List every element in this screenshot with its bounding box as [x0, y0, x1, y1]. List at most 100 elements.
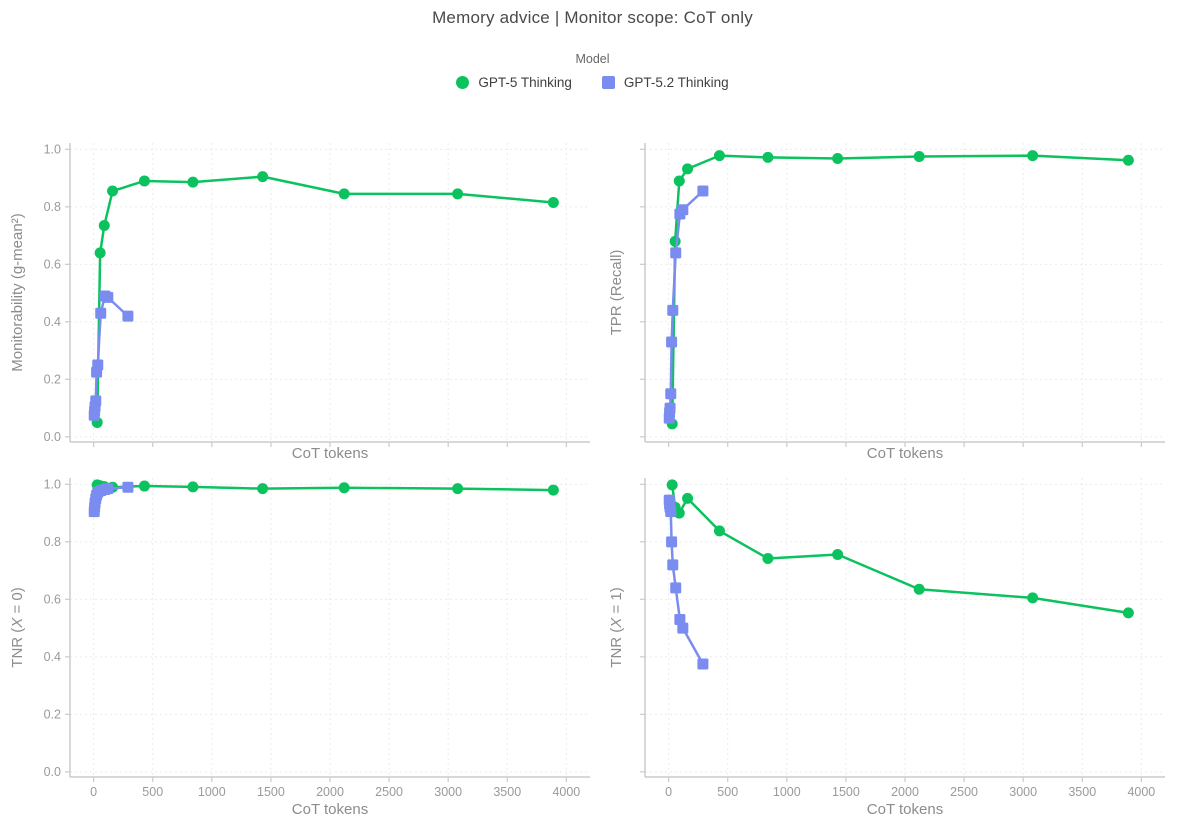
x-tick-label: 0 — [665, 785, 672, 799]
data-point — [98, 220, 110, 232]
data-point — [832, 153, 844, 165]
data-point — [667, 304, 679, 316]
y-tick-label: 0.0 — [44, 430, 61, 444]
series-line — [670, 154, 1130, 426]
data-point — [665, 388, 677, 400]
data-point — [682, 492, 694, 504]
legend-item-label: GPT-5 Thinking — [478, 75, 572, 90]
series-gpt-5-thinking — [91, 479, 559, 496]
data-point — [1122, 154, 1134, 166]
data-point — [1027, 150, 1039, 162]
axes: 0.0 0.2 0.4 0.6 0.8 1.0 — [44, 143, 590, 447]
data-point — [107, 185, 119, 197]
data-point — [673, 507, 685, 519]
data-point — [452, 483, 464, 495]
series-gpt-5-2-thinking — [88, 290, 134, 421]
data-point — [667, 559, 679, 571]
data-point — [187, 176, 199, 188]
series-gpt-5-2-thinking — [663, 494, 709, 670]
data-point — [832, 548, 844, 560]
axes: 0.0 0.2 0.4 0.6 0.8 1.0 0 500 1000 1500 2000 2500 30… — [44, 478, 590, 799]
axes — [640, 143, 1165, 447]
data-point — [122, 481, 134, 493]
y-tick-label: 0.6 — [44, 258, 61, 272]
gridlines — [645, 478, 1165, 777]
y-tick-label: 0.8 — [44, 535, 61, 549]
data-point — [665, 506, 677, 518]
x-axis-title: CoT tokens — [867, 445, 943, 462]
series-gpt-5-thinking — [666, 150, 1134, 430]
data-point — [677, 622, 689, 634]
series-gpt-5-2-thinking — [88, 481, 134, 518]
data-point — [762, 553, 774, 564]
series-line — [667, 189, 705, 420]
y-axis-title: TNR (X = 0) — [9, 587, 26, 667]
gridlines — [645, 143, 1165, 442]
data-point — [92, 359, 104, 371]
y-axis-title: Monitorability (g-mean²) — [9, 213, 26, 371]
y-tick-label: 1.0 — [44, 143, 61, 157]
data-point — [673, 175, 685, 187]
data-point — [713, 150, 725, 162]
data-point — [338, 482, 350, 494]
legend-title: Model — [575, 52, 610, 66]
y-axis-title: TNR (X = 1) — [608, 587, 625, 667]
panel-tpr-recall: CoT tokens TPR (Recall) — [608, 143, 1165, 462]
data-point — [138, 175, 150, 187]
x-tick-label: 2000 — [316, 785, 344, 799]
figure-title: Memory advice | Monitor scope: CoT only — [432, 8, 753, 27]
y-tick-label: 0.4 — [44, 650, 61, 664]
data-point — [102, 483, 114, 495]
x-tick-label: 0 — [90, 785, 97, 799]
x-tick-label: 3000 — [434, 785, 462, 799]
data-point — [670, 247, 682, 259]
data-point — [94, 247, 106, 259]
circle-marker-icon — [456, 76, 470, 89]
x-tick-label: 4000 — [1127, 785, 1155, 799]
series-gpt-5-thinking — [666, 479, 1134, 619]
x-tick-label: 2500 — [950, 785, 978, 799]
gridlines — [70, 143, 590, 442]
data-point — [1122, 607, 1134, 619]
data-point — [138, 480, 150, 492]
data-point — [670, 582, 682, 594]
series-gpt-5-thinking — [91, 171, 559, 428]
data-point — [666, 479, 678, 491]
data-point — [102, 291, 114, 303]
y-axis-title: TPR (Recall) — [608, 250, 625, 336]
data-point — [913, 583, 925, 595]
x-tick-label: 500 — [142, 785, 163, 799]
data-point — [664, 402, 676, 414]
legend-items: GPT-5 Thinking GPT-5.2 Thinking — [0, 75, 1185, 90]
legend-item-gpt-5-thinking: GPT-5 Thinking — [456, 75, 572, 90]
x-tick-label: 3000 — [1009, 785, 1037, 799]
data-point — [674, 613, 686, 625]
data-point — [95, 307, 107, 319]
x-tick-label: 500 — [717, 785, 738, 799]
gridlines — [70, 478, 590, 777]
x-tick-label: 1500 — [832, 785, 860, 799]
x-tick-label: 1000 — [198, 785, 226, 799]
y-tick-label: 0.2 — [44, 708, 61, 722]
data-point — [257, 171, 269, 183]
data-point — [90, 395, 102, 407]
y-tick-label: 0.0 — [44, 765, 61, 779]
y-tick-label: 0.6 — [44, 593, 61, 607]
data-point — [913, 151, 925, 163]
x-tick-label: 4000 — [552, 785, 580, 799]
y-tick-label: 1.0 — [44, 478, 61, 492]
x-tick-label: 2500 — [375, 785, 403, 799]
data-point — [697, 185, 709, 197]
data-point — [677, 204, 689, 216]
series-line — [95, 483, 555, 492]
data-point — [1027, 592, 1039, 604]
data-point — [666, 336, 678, 348]
data-point — [338, 188, 350, 200]
square-marker-icon — [601, 76, 615, 89]
panel-tnr-x-1: 0 500 1000 1500 2000 2500 3000 3500 4000 CoT toke… — [608, 478, 1165, 818]
data-point — [122, 310, 134, 322]
x-tick-label: 3500 — [1068, 785, 1096, 799]
data-point — [666, 536, 678, 548]
data-point — [547, 197, 559, 209]
series-line — [667, 498, 705, 666]
